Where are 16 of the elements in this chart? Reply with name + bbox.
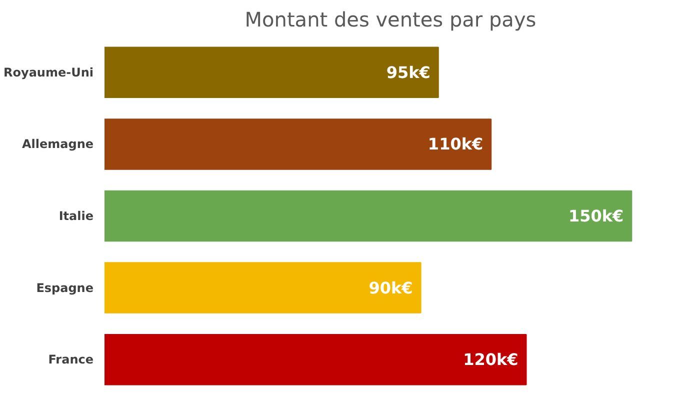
data-label: 120k€ bbox=[463, 350, 518, 370]
bar bbox=[104, 262, 422, 314]
data-label: 110k€ bbox=[428, 134, 484, 154]
data-label: 90k€ bbox=[368, 278, 413, 298]
y-tick-label: Allemagne bbox=[22, 137, 94, 152]
data-label: 150k€ bbox=[568, 206, 624, 226]
y-tick-label: Espagne bbox=[36, 280, 94, 295]
chart-title: Montant des ventes par pays bbox=[244, 8, 536, 32]
bar bbox=[104, 334, 527, 386]
y-tick-label: France bbox=[48, 352, 94, 367]
y-tick-label: Royaume-Uni bbox=[4, 65, 94, 80]
y-tick-label: Italie bbox=[58, 209, 94, 223]
bar bbox=[104, 46, 439, 98]
data-label: 95k€ bbox=[386, 62, 430, 82]
bar bbox=[104, 190, 632, 242]
bar bbox=[104, 118, 492, 170]
